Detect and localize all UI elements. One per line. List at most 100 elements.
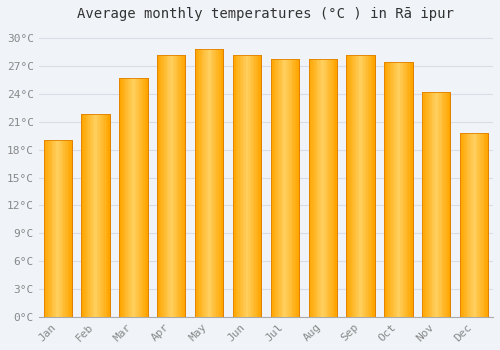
- Bar: [292, 59, 294, 317]
- Bar: [462, 133, 463, 317]
- Bar: [478, 133, 480, 317]
- Bar: [145, 78, 146, 317]
- Bar: [487, 133, 488, 317]
- Bar: [170, 55, 172, 317]
- Bar: [320, 59, 322, 317]
- Bar: [366, 55, 368, 317]
- Bar: [424, 92, 425, 317]
- Bar: [355, 55, 356, 317]
- Bar: [119, 78, 148, 317]
- Bar: [97, 114, 98, 317]
- Bar: [100, 114, 102, 317]
- Bar: [164, 55, 166, 317]
- Bar: [142, 78, 144, 317]
- Bar: [202, 49, 203, 317]
- Bar: [52, 140, 54, 317]
- Bar: [233, 55, 261, 317]
- Bar: [68, 140, 69, 317]
- Bar: [98, 114, 100, 317]
- Bar: [288, 59, 289, 317]
- Bar: [44, 140, 72, 317]
- Bar: [477, 133, 478, 317]
- Bar: [364, 55, 365, 317]
- Bar: [314, 59, 316, 317]
- Bar: [327, 59, 328, 317]
- Bar: [58, 140, 59, 317]
- Bar: [276, 59, 278, 317]
- Bar: [160, 55, 162, 317]
- Bar: [316, 59, 317, 317]
- Bar: [146, 78, 148, 317]
- Bar: [96, 114, 97, 317]
- Bar: [220, 49, 222, 317]
- Title: Average monthly temperatures (°C ) in Rā ipur: Average monthly temperatures (°C ) in Rā…: [78, 7, 454, 21]
- Bar: [64, 140, 65, 317]
- Bar: [470, 133, 472, 317]
- Bar: [56, 140, 58, 317]
- Bar: [48, 140, 49, 317]
- Bar: [176, 55, 177, 317]
- Bar: [250, 55, 252, 317]
- Bar: [199, 49, 200, 317]
- Bar: [44, 140, 45, 317]
- Bar: [60, 140, 62, 317]
- Bar: [50, 140, 52, 317]
- Bar: [46, 140, 48, 317]
- Bar: [138, 78, 139, 317]
- Bar: [406, 62, 407, 317]
- Bar: [449, 92, 450, 317]
- Bar: [166, 55, 167, 317]
- Bar: [334, 59, 336, 317]
- Bar: [54, 140, 55, 317]
- Bar: [125, 78, 126, 317]
- Bar: [317, 59, 318, 317]
- Bar: [86, 114, 87, 317]
- Bar: [411, 62, 412, 317]
- Bar: [205, 49, 206, 317]
- Bar: [83, 114, 84, 317]
- Bar: [318, 59, 320, 317]
- Bar: [104, 114, 106, 317]
- Bar: [346, 55, 375, 317]
- Bar: [106, 114, 107, 317]
- Bar: [172, 55, 174, 317]
- Bar: [275, 59, 276, 317]
- Bar: [247, 55, 248, 317]
- Bar: [82, 114, 110, 317]
- Bar: [84, 114, 86, 317]
- Bar: [278, 59, 279, 317]
- Bar: [352, 55, 354, 317]
- Bar: [66, 140, 68, 317]
- Bar: [442, 92, 444, 317]
- Bar: [484, 133, 486, 317]
- Bar: [130, 78, 132, 317]
- Bar: [181, 55, 182, 317]
- Bar: [402, 62, 404, 317]
- Bar: [384, 62, 412, 317]
- Bar: [422, 92, 424, 317]
- Bar: [62, 140, 64, 317]
- Bar: [326, 59, 327, 317]
- Bar: [157, 55, 158, 317]
- Bar: [392, 62, 394, 317]
- Bar: [324, 59, 326, 317]
- Bar: [435, 92, 436, 317]
- Bar: [274, 59, 275, 317]
- Bar: [397, 62, 398, 317]
- Bar: [237, 55, 238, 317]
- Bar: [182, 55, 184, 317]
- Bar: [369, 55, 370, 317]
- Bar: [92, 114, 94, 317]
- Bar: [387, 62, 388, 317]
- Bar: [482, 133, 484, 317]
- Bar: [215, 49, 216, 317]
- Bar: [407, 62, 408, 317]
- Bar: [286, 59, 288, 317]
- Bar: [270, 59, 299, 317]
- Bar: [280, 59, 282, 317]
- Bar: [365, 55, 366, 317]
- Bar: [434, 92, 435, 317]
- Bar: [460, 133, 488, 317]
- Bar: [248, 55, 250, 317]
- Bar: [296, 59, 298, 317]
